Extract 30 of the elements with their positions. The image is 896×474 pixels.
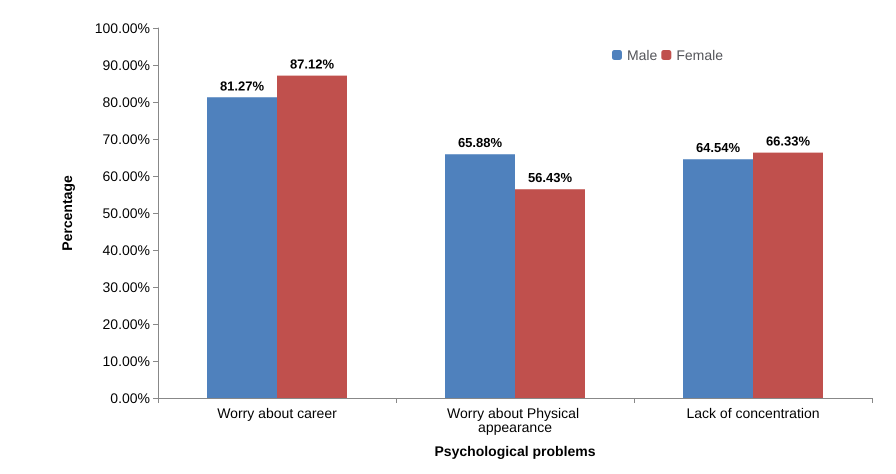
y-tick-label: 90.00% xyxy=(102,57,150,73)
data-label: 81.27% xyxy=(220,78,264,94)
legend-label: Male xyxy=(626,47,658,63)
bar xyxy=(277,76,347,398)
y-tick-label: 30.00% xyxy=(102,279,150,295)
bar xyxy=(683,159,753,398)
x-tick-label: Worry about Physical appearance xyxy=(447,405,583,435)
y-tick-label: 80.00% xyxy=(102,94,150,110)
x-tick-label: Worry about career xyxy=(217,405,338,421)
y-tick-label: 20.00% xyxy=(102,316,150,332)
y-tick-label: 50.00% xyxy=(102,205,150,221)
bar xyxy=(753,152,823,398)
y-axis-title: Percentage xyxy=(59,175,75,251)
y-tick-label: 10.00% xyxy=(102,353,150,369)
y-tick-label: 40.00% xyxy=(102,242,150,258)
bar xyxy=(207,97,277,398)
y-tick-label: 70.00% xyxy=(102,131,150,147)
bar xyxy=(445,154,515,398)
y-tick-label: 60.00% xyxy=(102,168,150,184)
data-label: 66.33% xyxy=(766,134,810,149)
data-label: 65.88% xyxy=(458,135,502,150)
legend-label: Female xyxy=(676,47,724,63)
data-label: 56.43% xyxy=(528,170,572,186)
data-label: 64.54% xyxy=(696,140,740,156)
x-tick-label: Lack of concentration xyxy=(686,405,820,421)
y-tick-label: 100.00% xyxy=(94,20,150,36)
data-label: 87.12% xyxy=(290,56,334,72)
y-tick-label: 0.00% xyxy=(110,390,150,406)
x-axis-title: Psychological problems xyxy=(434,443,596,459)
bar xyxy=(515,189,585,398)
